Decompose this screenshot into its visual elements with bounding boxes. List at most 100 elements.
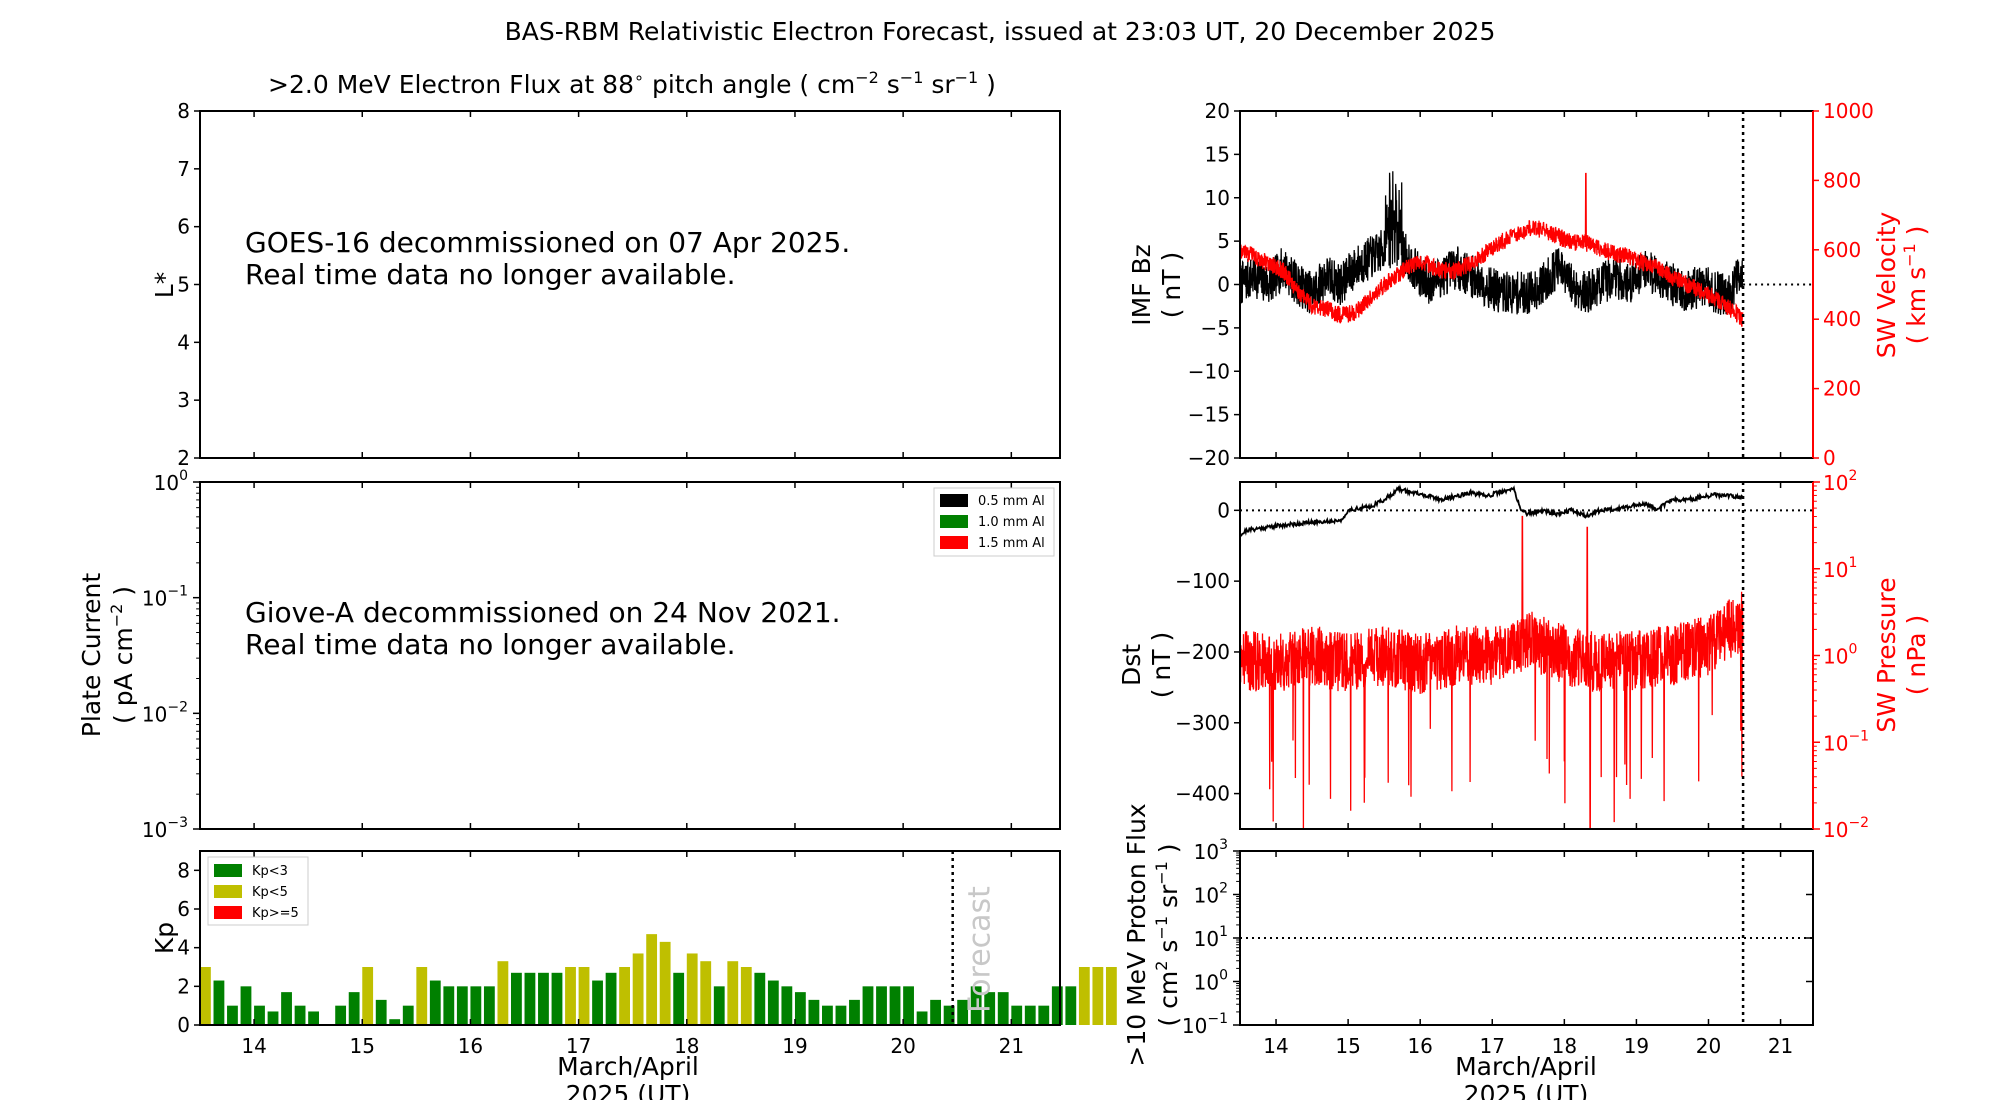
y-tick-base: 10 (1823, 558, 1848, 582)
kp-bar (227, 1005, 238, 1025)
y-tick-label: 2 (177, 974, 190, 998)
plate-legend-label-1.5mm: 1.5 mm Al (978, 536, 1045, 551)
dst-y-axis-label-line2: ( nT ) (1147, 632, 1176, 699)
plate-y-axis-label-line2: ( pA cm−2 ) (107, 586, 138, 724)
kp-bar (876, 986, 887, 1025)
y-tick-base: 10 (142, 818, 167, 842)
kp-bar (619, 967, 630, 1025)
dst-right-y-axis-label-line2: ( nPa ) (1902, 615, 1931, 696)
kp-bar (740, 967, 752, 1025)
y-tick-exponent: 3 (1219, 837, 1228, 853)
kp-bar (1051, 986, 1063, 1025)
y-tick-label: −15 (1188, 403, 1230, 427)
kp-bars (200, 934, 1117, 1025)
kp-bar (781, 986, 793, 1025)
imf-y-axis-label-line2: ( nT ) (1157, 252, 1186, 319)
kp-bar (930, 999, 942, 1025)
dst-y-axis-label-line1: Dst (1117, 644, 1146, 686)
kp-bar (889, 986, 901, 1025)
kp-bar (957, 999, 969, 1025)
kp-bar (754, 972, 766, 1025)
proton-x-axis-label-line2: 2025 (UT) (1464, 1080, 1589, 1100)
dst-x-axis (1275, 482, 1782, 829)
y-tick-base: 10 (1823, 731, 1848, 755)
kp-bar (389, 1019, 401, 1025)
kp-bar (605, 972, 617, 1025)
kp-bar (592, 980, 603, 1025)
y-tick-label: 10−3 (142, 815, 188, 842)
kp-bar (497, 961, 509, 1025)
kp-bar (903, 986, 914, 1025)
y-tick-label: −10 (1188, 359, 1230, 383)
kp-y-axis: 0 2 4 6 8 (177, 858, 200, 1037)
y-tick-exponent: 1 (1219, 924, 1228, 940)
y-tick-label: 5 (177, 273, 190, 297)
kp-bar (646, 934, 658, 1025)
x-tick-label: 21 (1768, 1034, 1793, 1058)
kp-bar (659, 941, 671, 1025)
y-tick-label: 10−1 (1823, 728, 1869, 755)
kp-bar (686, 953, 698, 1025)
kp-x-axis-label-line2: 2025 (UT) (566, 1080, 691, 1100)
kp-bar (862, 986, 874, 1025)
y-tick-exponent: 0 (179, 468, 188, 484)
plate-legend-label-0.5mm: 0.5 mm Al (978, 494, 1045, 509)
kp-bar (1038, 1005, 1050, 1025)
flux-unavailable-message-line2: Real time data no longer available. (245, 258, 736, 291)
y-tick-label: 10 (1205, 186, 1230, 210)
kp-bar (1011, 1005, 1023, 1025)
dst-y-axis: −400 −300 −200 −100 0 (1175, 498, 1240, 806)
imf-x-axis (1275, 111, 1782, 458)
kp-bar (511, 972, 522, 1025)
y-tick-exponent: −1 (167, 584, 188, 600)
kp-bar (767, 980, 779, 1025)
kp-bar (1105, 967, 1117, 1025)
y-tick-label: 8 (177, 858, 190, 882)
x-tick-label: 18 (1552, 1034, 1577, 1058)
kp-bar (1078, 967, 1090, 1025)
kp-bar (673, 972, 685, 1025)
y-tick-label: −20 (1188, 446, 1230, 470)
x-tick-label: 14 (1263, 1034, 1288, 1058)
plate-x-axis (253, 482, 1013, 829)
kp-legend-swatch-high (214, 906, 242, 919)
y-tick-base: 10 (1182, 1014, 1207, 1038)
kp-bar (943, 1005, 955, 1025)
kp-legend: Kp<3 Kp<5 Kp>=5 (207, 856, 309, 926)
proton-y-axis-label-line1: >10 MeV Proton Flux (1122, 803, 1151, 1066)
y-tick-exponent: 1 (1848, 555, 1857, 571)
y-tick-label: −100 (1175, 569, 1230, 593)
kp-bar (849, 999, 860, 1025)
kp-bar (281, 992, 292, 1025)
kp-bar (551, 972, 563, 1025)
y-tick-label: 102 (1194, 881, 1228, 908)
x-tick-label: 19 (1624, 1034, 1649, 1058)
x-tick-label: 21 (999, 1034, 1024, 1058)
imf-right-y-axis-label-line1: SW Velocity (1872, 211, 1901, 358)
y-tick-exponent: 0 (1219, 968, 1228, 984)
y-tick-label: 1000 (1823, 99, 1874, 123)
kp-legend-label-mid: Kp<5 (252, 885, 288, 900)
y-tick-base: 10 (1823, 471, 1848, 495)
kp-panel: Forecast 0 2 4 6 8 14 15 16 17 18 19 20 21 Kp March… (150, 850, 1117, 1100)
y-tick-label: −200 (1175, 640, 1230, 664)
y-tick-base: 10 (142, 587, 167, 611)
kp-bar (470, 986, 482, 1025)
dst-right-y-axis-label-line1: SW Pressure (1872, 577, 1901, 732)
flux-y-axis: 2 3 4 5 6 7 8 (177, 99, 200, 470)
plate-unavailable-message-line2: Real time data no longer available. (245, 628, 736, 661)
kp-bar (822, 1005, 833, 1025)
kp-bar (835, 1005, 847, 1025)
y-tick-exponent: 0 (1848, 642, 1857, 658)
y-tick-label: 100 (1194, 968, 1228, 995)
kp-bar (254, 1005, 265, 1025)
y-tick-label: −300 (1175, 711, 1230, 735)
kp-bar (984, 992, 996, 1025)
kp-bar (335, 1005, 347, 1025)
plate-legend-swatch-0.5mm (940, 494, 968, 507)
x-tick-label: 16 (1407, 1034, 1432, 1058)
